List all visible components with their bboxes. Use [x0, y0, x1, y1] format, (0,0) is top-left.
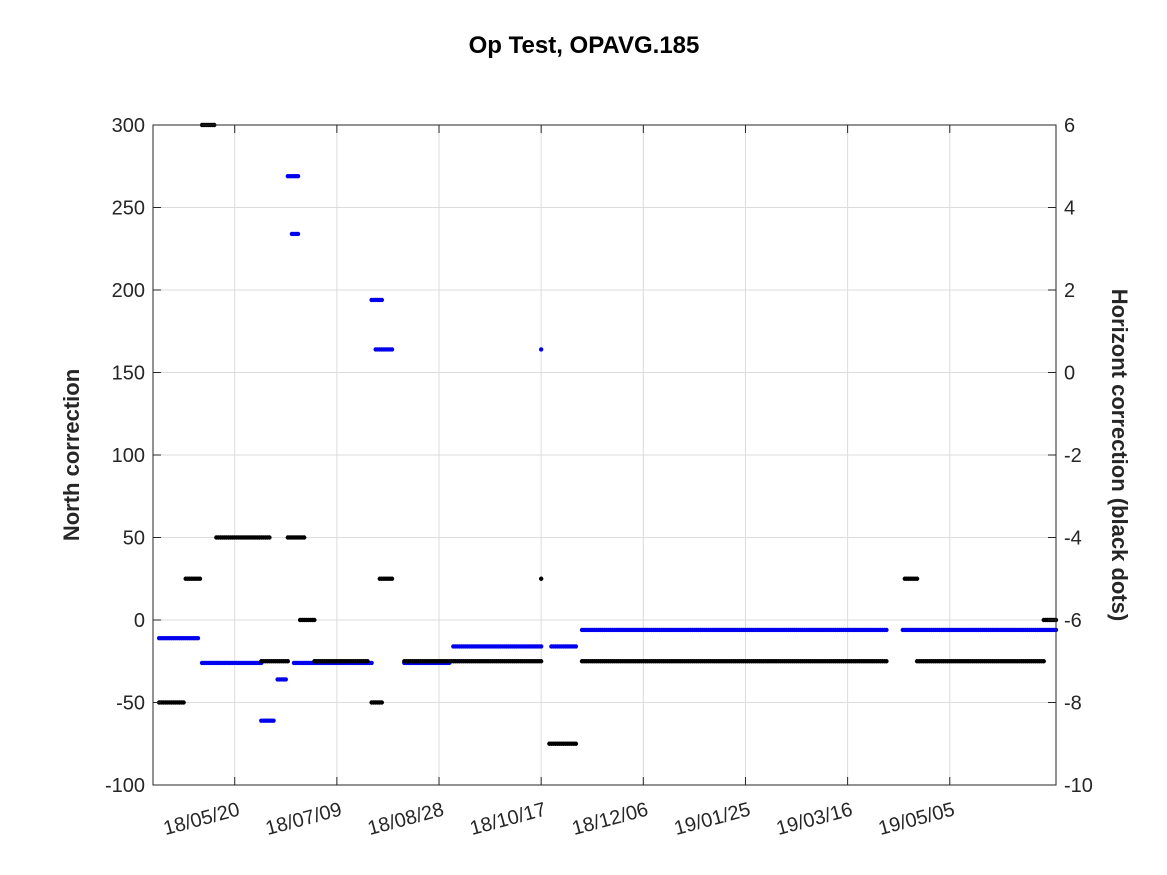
data-point: [271, 718, 276, 723]
data-point: [197, 576, 203, 581]
x-tick-label: 19/03/16: [774, 799, 855, 840]
data-point: [1041, 659, 1046, 664]
data-point: [914, 576, 920, 581]
data-point: [285, 659, 291, 664]
y-left-tick-label: 150: [112, 363, 145, 385]
north-correction-series: [156, 173, 1059, 723]
data-point: [538, 659, 544, 664]
data-point: [573, 741, 579, 746]
data-point: [267, 535, 272, 540]
data-series: [156, 122, 1059, 746]
y-left-tick-label: 0: [134, 610, 145, 632]
y-right-tick-label: -2: [1064, 445, 1082, 467]
data-point: [379, 700, 385, 705]
y-right-tick-label: -10: [1064, 775, 1093, 797]
y-axis-right-label: Horizont correction (black dots): [1107, 289, 1132, 621]
x-tick-label: 18/05/20: [161, 799, 242, 840]
data-point: [283, 677, 288, 682]
data-point: [295, 231, 301, 237]
data-point: [538, 347, 544, 352]
y-left-tick-label: 300: [112, 115, 145, 137]
x-tick-label: 18/08/28: [365, 799, 446, 840]
horizont-correction-series: [156, 122, 1059, 746]
data-point: [573, 644, 579, 649]
data-point: [365, 659, 370, 664]
data-point: [389, 347, 395, 352]
y-right-tick-label: 2: [1064, 280, 1075, 302]
x-tick-label: 19/01/25: [672, 799, 753, 840]
y-right-tick-label: 4: [1064, 198, 1075, 220]
y-left-tick-label: -50: [116, 693, 145, 715]
y-left-tick-label: 200: [112, 280, 145, 302]
data-point: [538, 644, 544, 649]
y-left-tick-label: 250: [112, 198, 145, 220]
y-right-tick-label: 6: [1064, 115, 1075, 137]
data-point: [884, 627, 889, 633]
data-point: [538, 576, 544, 581]
y-right-tick-label: -4: [1064, 528, 1082, 550]
x-tick-label: 19/05/05: [876, 799, 957, 840]
data-point: [195, 635, 201, 641]
data-point: [181, 700, 186, 705]
y-left-tick-label: 50: [123, 528, 145, 550]
y-left-tick-label: -100: [105, 775, 145, 797]
data-point: [389, 576, 395, 581]
y-left-tick-label: 100: [112, 445, 145, 467]
y-axis-left-label: North correction: [59, 369, 84, 541]
data-point: [884, 659, 889, 664]
x-tick-label: 18/12/06: [570, 799, 651, 840]
y-right-tick-label: -8: [1064, 693, 1082, 715]
data-point: [295, 173, 301, 179]
y-right-tick-label: -6: [1064, 610, 1082, 632]
data-point: [301, 535, 307, 540]
x-tick-label: 18/10/17: [468, 799, 549, 840]
data-point: [312, 617, 317, 623]
chart-title: Op Test, OPAVG.185: [469, 32, 700, 59]
x-tick-label: 18/07/09: [263, 799, 344, 840]
data-point: [379, 297, 385, 303]
data-point: [369, 660, 374, 666]
y-right-tick-label: 0: [1064, 363, 1075, 385]
